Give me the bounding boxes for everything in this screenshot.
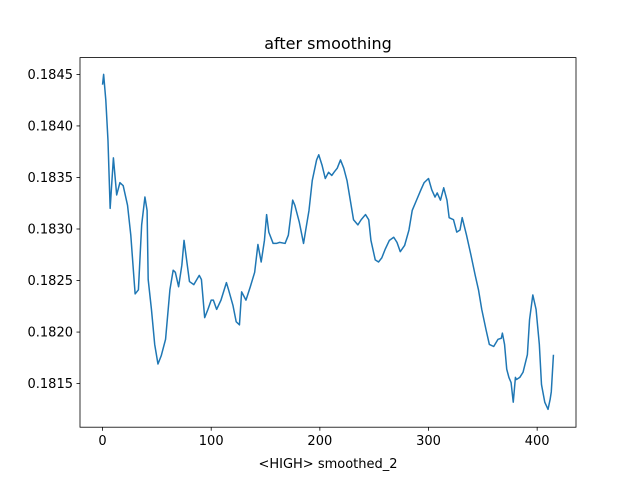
data-line: [101, 73, 555, 411]
y-tick-label: 0.1815: [28, 377, 74, 392]
x-tick-label: 400: [525, 434, 550, 449]
y-tick-label: 0.1825: [28, 274, 74, 289]
y-tick-label: 0.1820: [28, 326, 74, 341]
y-tick-label: 0.1830: [28, 223, 74, 238]
x-tick-label: 0: [98, 434, 106, 449]
y-tick-label: 0.1835: [28, 171, 74, 186]
x-axis-label: <HIGH> smoothed_2: [258, 457, 397, 472]
x-tick-label: 300: [416, 434, 441, 449]
chart-title: after smoothing: [264, 34, 392, 53]
y-tick-label: 0.1845: [28, 68, 74, 83]
x-tick-label: 200: [307, 434, 332, 449]
plot-frame: [79, 57, 577, 428]
y-tick-label: 0.1840: [28, 119, 74, 134]
x-tick-label: 100: [199, 434, 224, 449]
